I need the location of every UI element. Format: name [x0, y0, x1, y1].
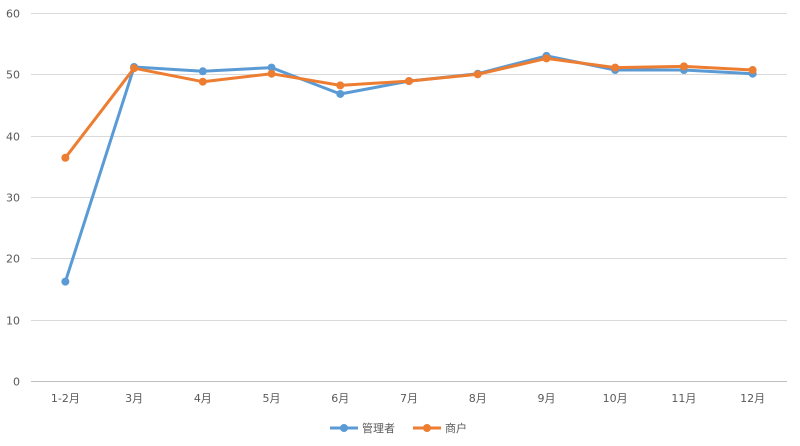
data-point [748, 66, 757, 75]
y-tick-label: 20 [6, 253, 20, 266]
x-tick-label: 7月 [400, 392, 418, 405]
series-line [63, 54, 755, 284]
data-point [61, 277, 70, 286]
data-point [267, 69, 276, 78]
data-point [267, 63, 276, 72]
data-point [473, 70, 482, 79]
data-point [336, 81, 345, 90]
legend-item: 商户 [413, 421, 467, 435]
x-tick-label: 9月 [537, 392, 555, 405]
y-axis-tick-labels: 0 10 20 30 40 50 60 [6, 8, 20, 389]
series-lines [61, 51, 757, 286]
y-tick-label: 50 [6, 69, 20, 82]
y-tick-label: 0 [13, 376, 20, 389]
legend-label: 商户 [445, 421, 467, 435]
x-axis-tick-labels: 1-2月 3月 4月 5月 6月 7月 8月 9月 10月 11月 12月 [51, 392, 765, 405]
data-point [542, 54, 551, 63]
series-line [63, 56, 755, 160]
x-tick-label: 11月 [671, 392, 696, 405]
data-point [61, 153, 70, 162]
data-point [405, 77, 413, 86]
y-tick-label: 40 [6, 131, 20, 144]
x-tick-label: 6月 [331, 392, 349, 405]
data-point [198, 77, 207, 86]
series-2 [61, 54, 757, 162]
legend-marker [340, 424, 348, 432]
y-tick-label: 60 [6, 8, 20, 21]
data-point [611, 63, 620, 72]
y-tick-label: 30 [6, 192, 20, 205]
x-tick-label: 10月 [603, 392, 628, 405]
x-tick-label: 3月 [125, 392, 143, 405]
x-tick-label: 5月 [263, 392, 281, 405]
data-point [679, 62, 688, 71]
legend: 管理者 商户 [330, 421, 467, 435]
legend-label: 管理者 [362, 421, 395, 435]
x-tick-label: 4月 [194, 392, 212, 405]
x-tick-label: 8月 [469, 392, 487, 405]
series-1 [61, 51, 757, 286]
y-tick-label: 10 [6, 315, 20, 328]
gridlines [31, 13, 787, 382]
x-tick-label: 1-2月 [51, 392, 80, 405]
x-tick-label: 12月 [740, 392, 765, 405]
data-point [198, 67, 207, 76]
legend-item: 管理者 [330, 421, 395, 435]
legend-marker [423, 424, 431, 432]
data-point [336, 89, 345, 98]
data-point [130, 64, 139, 73]
